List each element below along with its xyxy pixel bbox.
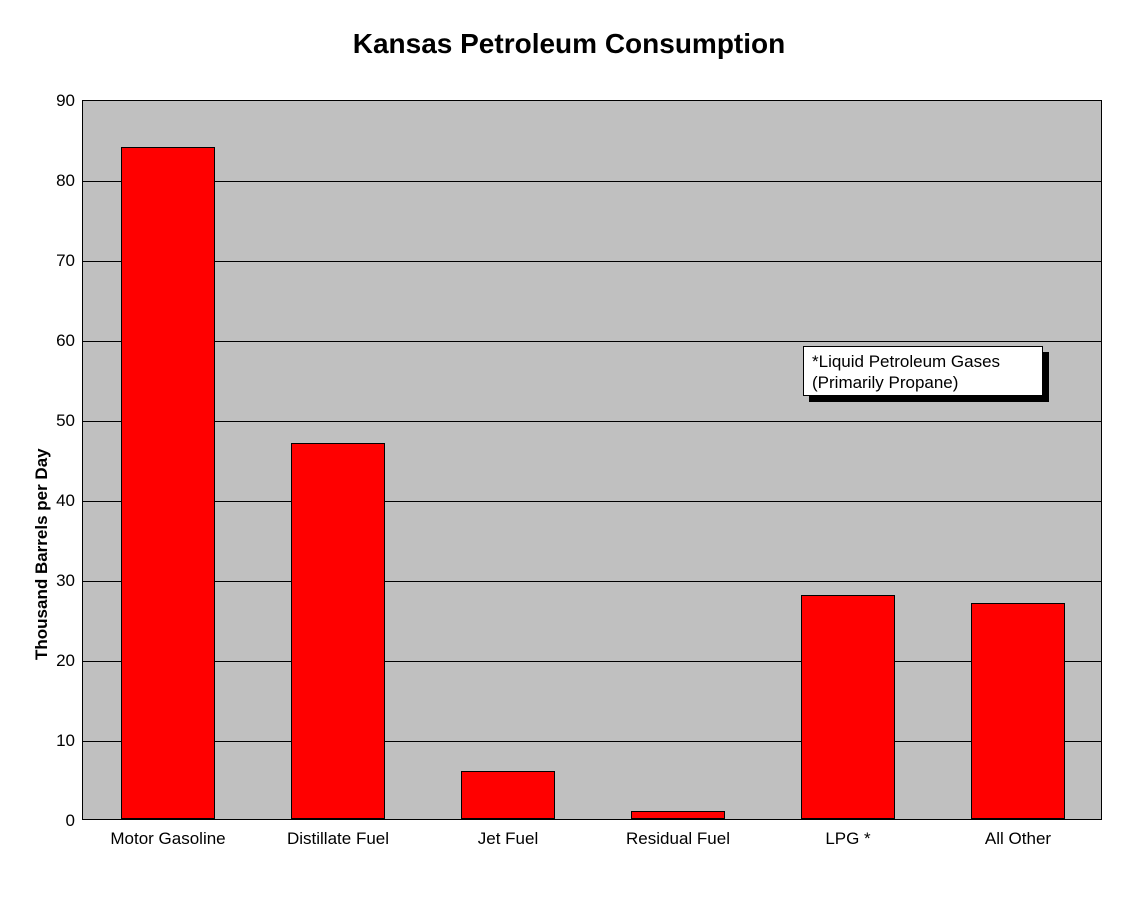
y-tick-label: 90: [56, 91, 83, 111]
legend-line-1: *Liquid Petroleum Gases: [812, 351, 1034, 372]
gridline: [83, 581, 1101, 582]
x-tick-label: Motor Gasoline: [110, 819, 225, 849]
bar: [461, 771, 555, 819]
gridline: [83, 661, 1101, 662]
y-tick-label: 20: [56, 651, 83, 671]
plot-area: 0102030405060708090Motor GasolineDistill…: [82, 100, 1102, 820]
y-tick-label: 30: [56, 571, 83, 591]
chart-page: Kansas Petroleum Consumption Thousand Ba…: [0, 0, 1138, 898]
x-tick-label: Distillate Fuel: [287, 819, 389, 849]
bar: [801, 595, 895, 819]
y-tick-label: 60: [56, 331, 83, 351]
gridline: [83, 501, 1101, 502]
gridline: [83, 421, 1101, 422]
x-tick-label: All Other: [985, 819, 1051, 849]
x-tick-label: LPG *: [825, 819, 870, 849]
y-tick-label: 10: [56, 731, 83, 751]
y-tick-label: 40: [56, 491, 83, 511]
bar: [121, 147, 215, 819]
x-tick-label: Residual Fuel: [626, 819, 730, 849]
y-tick-label: 50: [56, 411, 83, 431]
y-tick-label: 0: [66, 811, 83, 831]
x-tick-label: Jet Fuel: [478, 819, 538, 849]
y-tick-label: 70: [56, 251, 83, 271]
y-axis-label: Thousand Barrels per Day: [32, 448, 52, 660]
bar: [291, 443, 385, 819]
gridline: [83, 741, 1101, 742]
gridline: [83, 181, 1101, 182]
bar: [971, 603, 1065, 819]
gridline: [83, 341, 1101, 342]
legend-line-2: (Primarily Propane): [812, 372, 1034, 393]
bar: [631, 811, 725, 819]
chart-title: Kansas Petroleum Consumption: [0, 28, 1138, 60]
legend-box: *Liquid Petroleum Gases (Primarily Propa…: [803, 346, 1043, 396]
gridline: [83, 261, 1101, 262]
y-tick-label: 80: [56, 171, 83, 191]
